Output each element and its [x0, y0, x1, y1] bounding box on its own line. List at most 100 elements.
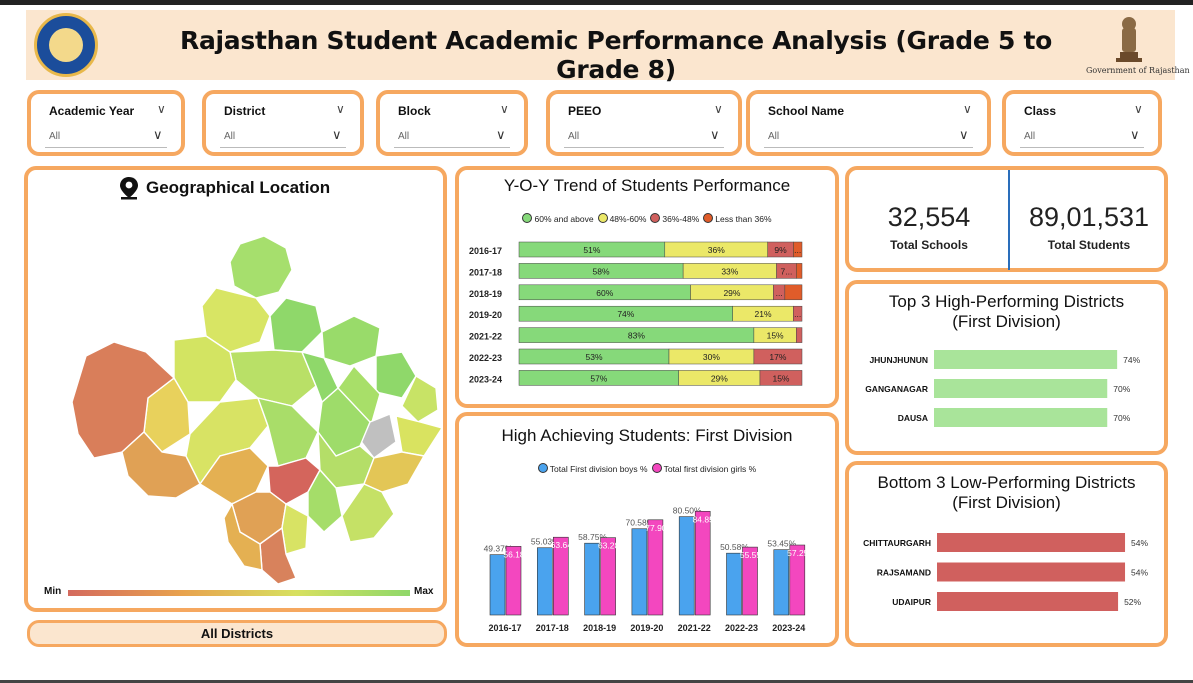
trend-bar-segment [784, 284, 803, 301]
trend-year-label: 2016-17 [469, 246, 502, 256]
chevron-down-icon[interactable]: ∨ [714, 102, 723, 116]
district-name-label: DAUSA [898, 413, 928, 423]
top3-panel: Top 3 High-Performing Districts (First D… [845, 280, 1168, 455]
legend-item[interactable]: Total first division girls % [651, 463, 757, 474]
slicer-value[interactable]: All [224, 131, 236, 142]
legend-label: Total first division girls % [663, 464, 757, 474]
first-division-chart: 49.37%56.18 2016-17 55.03%63.64 2017-18 58.7… [484, 506, 809, 633]
legend-label: Less than 36% [715, 214, 772, 224]
district-bar [934, 379, 1108, 398]
legend-item[interactable]: 48%-60% [597, 213, 647, 224]
kpi-panel: 32,554 Total Schools 89,01,531 Total Stu… [845, 166, 1168, 272]
district-bar [934, 350, 1118, 369]
dropdown-chevron-icon[interactable]: ∨ [710, 128, 720, 143]
slicer-value[interactable]: All [1024, 131, 1036, 142]
trend-title: Y-O-Y Trend of Students Performance [503, 176, 791, 195]
map-district [401, 375, 439, 423]
slicer-school-name[interactable]: School Name ∨ All ∨ [746, 90, 991, 156]
first-division-value-label: 56.18 [503, 549, 525, 559]
total-schools-value: 32,554 [887, 202, 971, 232]
slicer-value[interactable]: All [768, 131, 780, 142]
chevron-down-icon[interactable]: ∨ [500, 102, 509, 116]
legend-item[interactable]: 60% and above [522, 213, 594, 224]
first-division-bar [489, 554, 506, 616]
slicer-label: Block [398, 104, 431, 118]
bottom-border [0, 680, 1193, 683]
education-department-logo [34, 13, 98, 77]
trend-bar-segment [793, 305, 803, 322]
district-name-label: JHUNJHUNUN [869, 355, 928, 365]
first-division-year-label: 2021-22 [678, 623, 711, 633]
slicer-value[interactable]: All [49, 131, 61, 142]
slicer-class[interactable]: Class ∨ All ∨ [1002, 90, 1162, 156]
slicer-value[interactable]: All [568, 131, 580, 142]
header-banner: Rajasthan Student Academic Performance A… [26, 10, 1190, 84]
legend-marker [703, 213, 714, 223]
chevron-down-icon[interactable]: ∨ [336, 102, 345, 116]
map-district [229, 349, 317, 407]
dropdown-chevron-icon[interactable]: ∨ [1130, 128, 1140, 143]
slicer-district[interactable]: District ∨ All ∨ [202, 90, 364, 156]
legend-item[interactable]: 36%-48% [650, 213, 699, 224]
first-division-bar [773, 549, 790, 616]
trend-bar-segment [796, 263, 803, 279]
trend-bar-label: 9% [774, 245, 787, 255]
district-name-label: UDAIPUR [892, 597, 931, 607]
first-division-bar [537, 547, 553, 616]
color-scale-legend [68, 590, 410, 596]
map-district [201, 287, 271, 353]
total-schools-label: Total Schools [890, 238, 968, 252]
map-district [375, 351, 417, 399]
map-title: Geographical Location [146, 178, 331, 197]
legend-item[interactable]: Total First division boys % [537, 463, 648, 474]
slicer-academic-year[interactable]: Academic Year ∨ All ∨ [27, 90, 185, 156]
trend-year-label: 2023-24 [469, 374, 502, 384]
legend-max-label: Max [414, 586, 434, 597]
map-district [281, 502, 309, 555]
map-district [269, 297, 323, 353]
district-bar [937, 562, 1126, 582]
legend-item[interactable]: Less than 36% [703, 213, 772, 224]
dropdown-chevron-icon[interactable]: ∨ [959, 128, 969, 143]
dropdown-chevron-icon[interactable]: ∨ [153, 128, 163, 143]
district-value-label: 74% [1123, 355, 1140, 365]
chevron-down-icon[interactable]: ∨ [157, 102, 166, 116]
map-panel: Geographical Location [24, 166, 447, 612]
first-division-legend: Total First division boys % Total first d… [459, 457, 835, 474]
first-division-year-label: 2023-24 [772, 623, 805, 633]
map-district [223, 502, 263, 571]
trend-year-label: 2019-20 [469, 310, 502, 320]
trend-bar-label: ... [794, 309, 801, 319]
trend-panel: Y-O-Y Trend of Students Performance 60% … [455, 166, 839, 408]
district-value-label: 54% [1131, 538, 1148, 548]
trend-bar-label: 33% [721, 266, 738, 276]
first-division-bar [694, 510, 711, 616]
trend-bar-segment [753, 348, 803, 365]
trend-bar-label: 15% [772, 373, 789, 383]
legend-label: 48%-60% [609, 214, 647, 224]
slicer-peeo[interactable]: PEEO ∨ All ∨ [546, 90, 742, 156]
trend-bar-label: 36% [708, 245, 725, 255]
chevron-down-icon[interactable]: ∨ [1134, 102, 1143, 116]
chevron-down-icon[interactable]: ∨ [963, 102, 972, 116]
legend-marker [522, 213, 533, 223]
first-division-bar [678, 516, 695, 616]
top-border [0, 0, 1193, 5]
legend-marker [537, 463, 548, 473]
slicer-underline [564, 147, 724, 148]
slicer-block[interactable]: Block ∨ All ∨ [376, 90, 528, 156]
dropdown-chevron-icon[interactable]: ∨ [496, 128, 506, 143]
legend-label: Total First division boys % [549, 464, 648, 474]
selected-district-box[interactable]: All Districts [27, 620, 447, 647]
slicer-value[interactable]: All [398, 131, 410, 142]
selected-district-label: All Districts [200, 626, 274, 641]
slicer-label: Academic Year [49, 104, 135, 118]
first-division-year-label: 2018-19 [583, 623, 616, 633]
trend-year-label: 2021-22 [469, 332, 502, 342]
trend-bar-label: ... [776, 288, 783, 298]
first-division-value-label: 63.28 [598, 541, 620, 551]
dropdown-chevron-icon[interactable]: ∨ [332, 128, 342, 143]
first-division-year-label: 2022-23 [725, 623, 758, 633]
trend-year-label: 2017-18 [469, 267, 502, 277]
rajasthan-map[interactable] [24, 166, 447, 612]
